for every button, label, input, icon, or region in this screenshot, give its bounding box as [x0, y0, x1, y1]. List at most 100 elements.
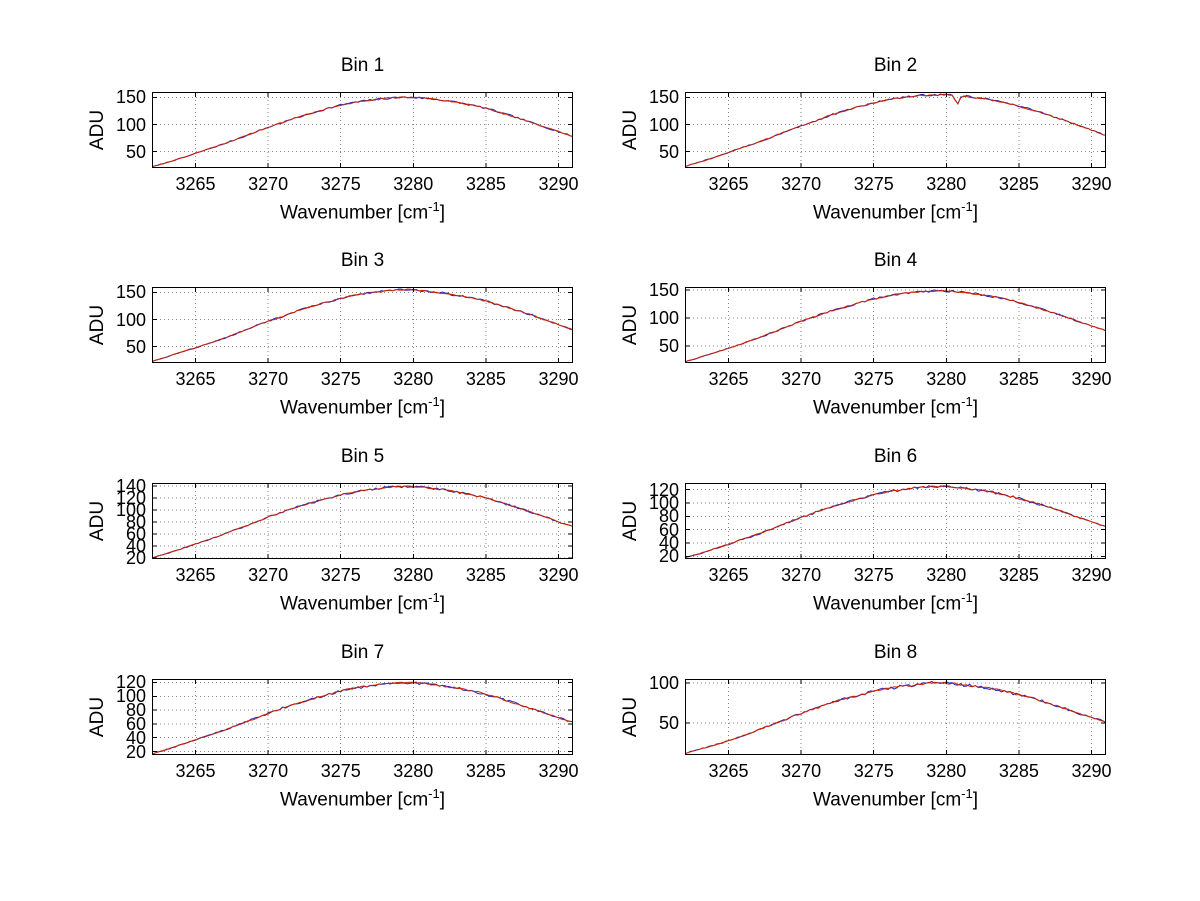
- x-tick-label: 3270: [248, 174, 289, 194]
- x-axis-label-superscript: -1: [961, 199, 973, 214]
- x-tick-label: 3280: [393, 369, 434, 389]
- x-tick-label: 3280: [926, 761, 967, 781]
- x-tick-label: 3290: [1071, 761, 1112, 781]
- x-tick-label: 3285: [998, 761, 1039, 781]
- subplot-bin-2: Bin 2 ADU Wavenumber [cm-1] 3265 3270 3275…: [585, 52, 1146, 238]
- y-tick-label: 120: [115, 672, 146, 693]
- y-tick-label: 140: [115, 475, 146, 496]
- x-axis-label: Wavenumber [cm-1]: [685, 394, 1106, 420]
- x-tick-label: 3285: [998, 174, 1039, 194]
- x-axis-label: Wavenumber [cm-1]: [152, 199, 573, 225]
- x-tick-label: 3265: [708, 761, 749, 781]
- x-tick-label: 3275: [320, 761, 361, 781]
- x-axis-label: Wavenumber [cm-1]: [685, 786, 1106, 812]
- y-tick-label: 150: [115, 87, 146, 108]
- x-tick-label: 3270: [248, 369, 289, 389]
- y-tick-label: 40: [125, 727, 146, 748]
- x-tick-label: 3290: [538, 565, 579, 585]
- y-tick-label: 150: [648, 279, 679, 300]
- x-tick-label: 3290: [1071, 369, 1112, 389]
- y-tick-label: 60: [125, 523, 146, 544]
- x-tick-label: 3265: [175, 174, 216, 194]
- x-axis-label: Wavenumber [cm-1]: [152, 394, 573, 420]
- y-tick-label: 50: [658, 141, 679, 162]
- y-tick-label: 80: [125, 700, 146, 721]
- y-tick-label: 40: [125, 535, 146, 556]
- y-tick-label: 100: [648, 307, 679, 328]
- x-axis-label-text: Wavenumber [cm: [812, 202, 962, 224]
- subplot-bin-6: Bin 6 ADU Wavenumber [cm-1] 3265 3270 3275…: [585, 443, 1146, 629]
- x-axis-label-superscript: -1: [428, 394, 440, 409]
- x-tick-label: 3270: [781, 761, 822, 781]
- x-tick-label: 3270: [781, 174, 822, 194]
- y-tick-label: 120: [648, 479, 679, 500]
- x-tick-label: 3265: [708, 565, 749, 585]
- subplot-bin-7: Bin 7 ADU Wavenumber [cm-1] 3265 3270 3275…: [52, 639, 613, 825]
- plot-title: Bin 7: [340, 642, 385, 663]
- plot-title: Bin 8: [873, 642, 918, 663]
- x-axis-label-text: Wavenumber [cm: [279, 397, 429, 419]
- y-tick-label: 20: [125, 547, 146, 568]
- x-axis-label-bracket: ]: [972, 202, 978, 224]
- x-axis-label-superscript: -1: [428, 199, 440, 214]
- x-tick-label: 3270: [248, 761, 289, 781]
- x-tick-label: 3285: [465, 369, 506, 389]
- x-axis-label-text: Wavenumber [cm: [279, 789, 429, 811]
- y-tick-label: 20: [658, 546, 679, 567]
- x-axis-label-bracket: ]: [439, 593, 445, 615]
- x-tick-label: 3280: [393, 761, 434, 781]
- y-tick-label: 100: [115, 309, 146, 330]
- x-tick-label: 3265: [708, 174, 749, 194]
- x-tick-label: 3285: [465, 174, 506, 194]
- x-axis-label-superscript: -1: [428, 590, 440, 605]
- x-tick-label: 3280: [393, 565, 434, 585]
- y-tick-label: 100: [648, 114, 679, 135]
- plot-title: Bin 3: [340, 250, 385, 271]
- x-axis-label: Wavenumber [cm-1]: [685, 590, 1106, 616]
- x-tick-label: 3265: [175, 565, 216, 585]
- plot-title: Bin 2: [873, 55, 918, 76]
- plot-area: [152, 679, 573, 755]
- x-tick-label: 3280: [926, 174, 967, 194]
- x-axis-label-text: Wavenumber [cm: [279, 593, 429, 615]
- x-axis-label-text: Wavenumber [cm: [279, 202, 429, 224]
- x-tick-label: 3265: [175, 369, 216, 389]
- x-axis-label-bracket: ]: [972, 397, 978, 419]
- x-tick-label: 3280: [926, 369, 967, 389]
- x-tick-label: 3290: [538, 761, 579, 781]
- x-axis-label-text: Wavenumber [cm: [812, 593, 962, 615]
- y-tick-label: 50: [125, 336, 146, 357]
- x-tick-label: 3280: [393, 174, 434, 194]
- x-tick-label: 3275: [853, 369, 894, 389]
- subplot-bin-4: Bin 4 ADU Wavenumber [cm-1] 3265 3270 3275…: [585, 247, 1146, 433]
- plot-area: [152, 483, 573, 559]
- y-tick-label: 100: [648, 673, 679, 693]
- x-axis-label-bracket: ]: [439, 202, 445, 224]
- plot-area: [685, 679, 1106, 755]
- x-axis-label-text: Wavenumber [cm: [812, 397, 962, 419]
- x-tick-label: 3265: [175, 761, 216, 781]
- x-axis-label-text: Wavenumber [cm: [812, 789, 962, 811]
- x-tick-label: 3285: [998, 565, 1039, 585]
- x-axis-label: Wavenumber [cm-1]: [152, 590, 573, 616]
- x-tick-label: 3275: [320, 174, 361, 194]
- y-tick-label: 100: [648, 493, 679, 513]
- plot-title: Bin 4: [873, 250, 918, 271]
- plot-area: [685, 483, 1106, 559]
- x-tick-label: 3280: [926, 565, 967, 585]
- x-tick-label: 3275: [853, 174, 894, 194]
- x-tick-label: 3275: [853, 761, 894, 781]
- x-axis-label-superscript: -1: [961, 786, 973, 801]
- plot-area: [685, 287, 1106, 363]
- x-tick-label: 3270: [248, 565, 289, 585]
- x-axis-label-bracket: ]: [439, 789, 445, 811]
- plot-area: [152, 92, 573, 168]
- x-axis-label-superscript: -1: [428, 786, 440, 801]
- y-tick-label: 100: [115, 499, 146, 520]
- y-tick-label: 80: [125, 511, 146, 532]
- subplot-bin-3: Bin 3 ADU Wavenumber [cm-1] 3265 3270 3275…: [52, 247, 613, 433]
- x-tick-label: 3275: [853, 565, 894, 585]
- y-tick-label: 120: [115, 487, 146, 508]
- y-tick-label: 150: [115, 282, 146, 303]
